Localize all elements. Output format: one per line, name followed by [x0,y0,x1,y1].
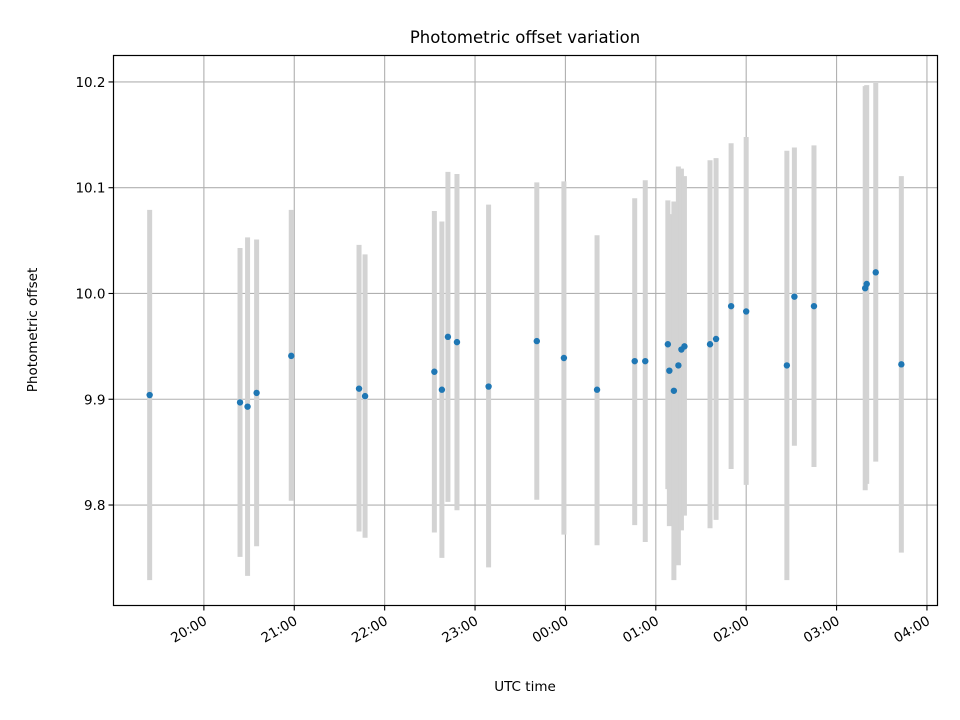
data-point [675,362,682,369]
data-point [642,357,649,365]
data-point [681,343,688,350]
data-point [863,280,870,288]
data-point [533,337,540,345]
y-axis-label: Photometric offset [25,268,41,392]
data-point [288,352,295,360]
data-point [727,302,735,310]
y-tick-label: 10.2 [75,75,105,91]
data-point [361,392,369,400]
data-point [872,269,879,276]
y-tick-label: 10.1 [75,181,105,197]
y-tick-label: 10.0 [75,286,105,302]
data-point [438,386,446,393]
data-point [670,387,678,394]
y-axis-ticks: 9.8 9.9 10.0 10.1 10.2 [75,75,114,514]
data-point [244,403,251,410]
y-tick-label: 9.8 [84,498,105,514]
data-point [712,335,720,343]
data-point [593,386,601,393]
data-point [253,389,260,397]
data-point [706,341,714,348]
chart-title: Photometric offset variation [410,28,640,47]
data-point [791,293,798,300]
data-point [431,368,438,375]
plot-area-frame [112,54,939,607]
grid-lines [113,55,938,606]
data-point [783,362,791,369]
data-point [742,308,750,315]
data-point [631,357,638,365]
data-point [664,341,672,348]
data-point [898,361,905,368]
data-point [146,391,153,399]
data-point [453,338,461,346]
data-point [236,399,244,406]
y-tick-label: 9.9 [84,392,105,408]
data-points [146,269,905,410]
data-point [355,385,363,392]
x-axis-label: UTC time [494,679,556,695]
data-point [666,367,673,374]
data-point [485,383,492,390]
data-point [810,302,818,310]
data-point [560,354,568,362]
data-point [444,333,452,341]
